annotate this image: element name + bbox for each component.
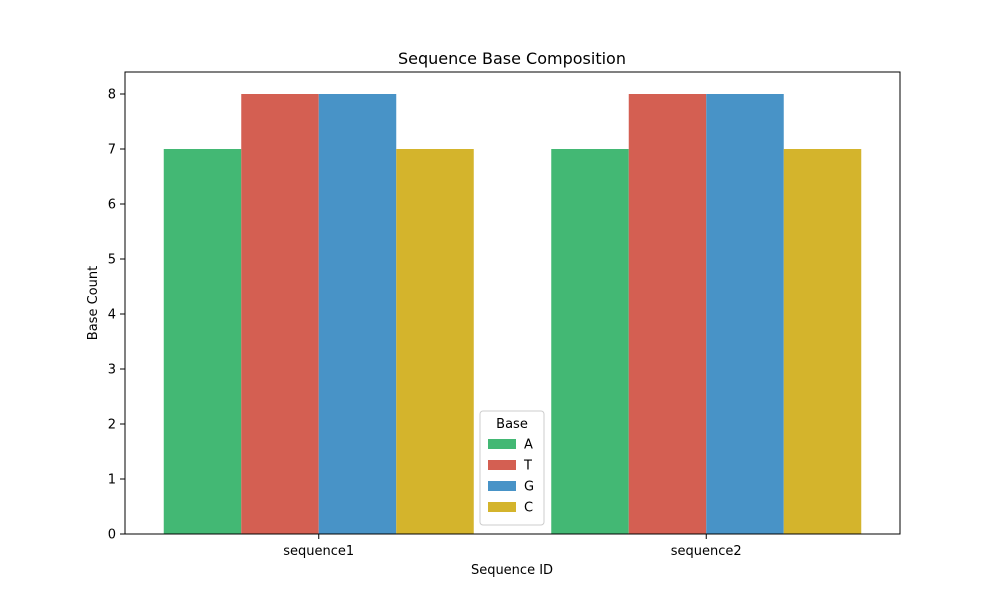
bar-sequence2-G xyxy=(706,94,784,534)
legend-label-G: G xyxy=(524,480,534,495)
y-tick-label: 5 xyxy=(108,253,116,268)
y-tick-label: 2 xyxy=(108,418,116,433)
bar-sequence1-C xyxy=(396,149,474,534)
y-axis-label: Base Count xyxy=(86,266,101,340)
bar-sequence2-A xyxy=(551,149,629,534)
y-tick-label: 4 xyxy=(108,308,116,323)
bar-sequence2-T xyxy=(628,94,707,534)
y-tick-label: 8 xyxy=(108,88,116,103)
bars-group xyxy=(163,94,862,534)
bar-sequence1-A xyxy=(163,149,242,534)
legend-swatch-A xyxy=(488,439,516,449)
y-tick-label: 7 xyxy=(108,143,116,158)
y-tick-label: 6 xyxy=(108,198,116,213)
bar-sequence2-C xyxy=(783,149,862,534)
x-axis-label: Sequence ID xyxy=(471,563,553,578)
x-axis: sequence1 sequence2 xyxy=(283,534,742,559)
bar-sequence1-T xyxy=(241,94,319,534)
y-axis: 0 1 2 3 4 5 6 7 8 xyxy=(108,88,125,543)
legend-swatch-G xyxy=(488,481,516,491)
legend-swatch-T xyxy=(488,460,516,470)
legend-label-C: C xyxy=(524,501,533,516)
plot-frame xyxy=(124,71,901,535)
chart-title: Sequence Base Composition xyxy=(398,49,626,68)
legend-label-A: A xyxy=(524,438,533,453)
legend-label-T: T xyxy=(523,459,532,474)
y-tick-label: 1 xyxy=(108,473,116,488)
y-tick-label: 0 xyxy=(108,528,116,543)
x-tick-label: sequence2 xyxy=(671,544,742,559)
x-tick-label: sequence1 xyxy=(283,544,354,559)
y-tick-label: 3 xyxy=(108,363,116,378)
legend-swatch-C xyxy=(488,502,516,512)
legend-title: Base xyxy=(496,417,528,432)
bar-sequence1-G xyxy=(318,94,397,534)
